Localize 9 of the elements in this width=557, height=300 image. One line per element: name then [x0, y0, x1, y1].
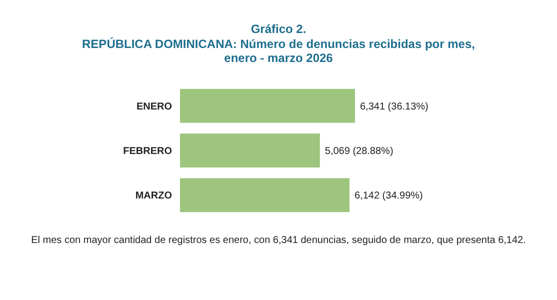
- text: El mes con mayor cantidad de registros es enero, con 6,341 denuncias, seguido de marzo, que presenta 6,142.: [31, 235, 526, 246]
- data-label: 5,069 (28.88%): [324, 146, 394, 157]
- y-tick-label: FEBRERO: [123, 146, 172, 157]
- chart-title: Gráfico 2.: [250, 22, 306, 36]
- data-label: 6,341 (36.13%): [360, 101, 428, 112]
- chart-subtitle: REPÚBLICA DOMINICANA: Número de denuncias recibidas por mes, enero - marzo 2026: [82, 37, 475, 65]
- data-label: 6,142 (34.99%): [354, 190, 423, 202]
- y-tick-label: MARZO: [135, 190, 172, 202]
- y-tick-label: ENERO: [136, 101, 172, 112]
